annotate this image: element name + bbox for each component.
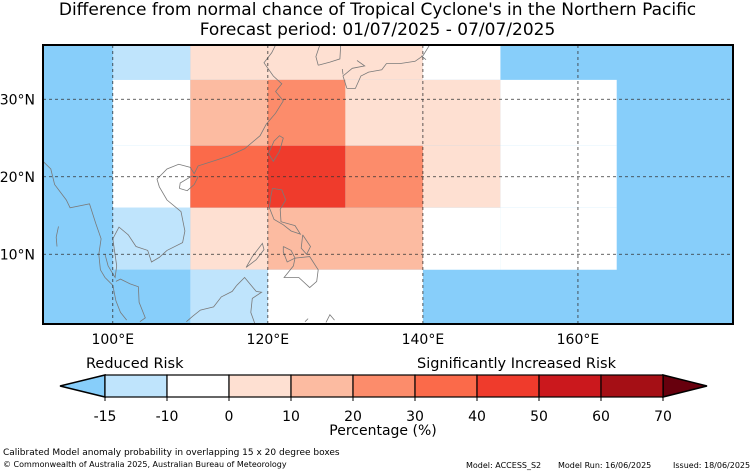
colorbar-over-arrow <box>662 374 708 398</box>
anomaly-cell <box>500 79 617 146</box>
lat-tick-label: 20°N <box>0 170 35 186</box>
colorbar-tick-label: 40 <box>468 409 486 425</box>
copyright: © Commonwealth of Australia 2025, Austra… <box>3 460 287 469</box>
anomaly-cell <box>112 269 191 324</box>
anomaly-cell <box>112 45 191 80</box>
coastline-segment <box>186 285 238 323</box>
colorbar-segment <box>538 374 602 398</box>
coastline-segment <box>300 234 311 256</box>
anomaly-cell <box>190 45 423 80</box>
coastline-segment <box>421 55 427 61</box>
anomaly-cell <box>422 79 501 146</box>
coastline-segment <box>341 68 344 75</box>
lon-tick-label: 160°E <box>557 332 600 348</box>
colorbar-tick-label: 60 <box>592 409 610 425</box>
footnote: Calibrated Model anomaly probability in … <box>3 448 340 458</box>
colorbar-segment <box>104 374 168 398</box>
coastline-segment <box>315 44 321 66</box>
coastline-segment <box>179 175 199 192</box>
lat-tick-label: 30°N <box>0 92 35 108</box>
forecast-period: Forecast period: 01/07/2025 - 07/07/2025 <box>199 20 556 40</box>
coastline-segment <box>346 45 430 89</box>
coastline-segment <box>115 278 146 323</box>
coastline-segment <box>245 242 265 268</box>
map-frame <box>42 44 734 325</box>
colorbar-segment <box>600 374 664 398</box>
coastlines <box>42 44 431 324</box>
coastline-segment <box>325 313 335 323</box>
colorbar-tick-label: -15 <box>94 409 117 425</box>
colorbar-segment <box>228 374 292 398</box>
anomaly-cells <box>43 45 733 324</box>
lon-tick-label: 140°E <box>402 332 445 348</box>
model-run: Model Run: 16/06/2025 <box>558 461 652 470</box>
anomaly-cell <box>422 45 501 80</box>
coastline-segment <box>104 44 284 279</box>
anomaly-cell <box>267 269 423 324</box>
coastline-segment <box>268 135 284 163</box>
coastline-segment <box>268 188 302 235</box>
coastline-segment <box>55 226 59 247</box>
anomaly-cell <box>267 207 423 270</box>
colorbar-tick-label: 20 <box>344 409 362 425</box>
anomaly-cell <box>345 79 423 146</box>
map-title: Difference from normal chance of Tropica… <box>58 0 697 20</box>
lon-tick-label: 100°E <box>91 332 134 348</box>
coastline-segment <box>342 60 366 89</box>
coastline-segment <box>42 161 128 321</box>
colorbar-segment <box>414 374 478 398</box>
lon-tick-label: 120°E <box>247 332 290 348</box>
anomaly-cell <box>112 207 191 270</box>
colorbar-tick-label: 30 <box>406 409 424 425</box>
model-name: Model: ACCESS_S2 <box>466 461 542 470</box>
colorbar-segment <box>476 374 540 398</box>
colorbar-tick-label: 10 <box>282 409 300 425</box>
colorbar-tick-label: 70 <box>654 409 672 425</box>
colorbar-segment <box>290 374 354 398</box>
coastline-segment <box>304 318 309 322</box>
colorbar: -15 -10 0 10 20 30 40 50 60 70 Percentage (%) <box>59 374 708 439</box>
lat-tick-label: 10°N <box>0 247 35 263</box>
anomaly-cell <box>112 79 191 146</box>
colorbar-tick-label: -10 <box>156 409 179 425</box>
issued-date: Issued: 18/06/2025 <box>673 461 751 470</box>
graticule <box>43 45 733 324</box>
coastline-segment <box>236 276 263 324</box>
colorbar-segment <box>166 374 230 398</box>
colorbar-label: Percentage (%) <box>329 423 436 439</box>
coastline-segment <box>282 246 296 263</box>
axis-ticks: 100°E 120°E 140°E 160°E 10°N 20°N 30°N <box>0 92 599 348</box>
anomaly-cell <box>190 207 268 270</box>
anomaly-cell <box>500 207 617 270</box>
increased-risk-label: Significantly Increased Risk <box>417 356 616 372</box>
colorbar-segment <box>352 374 416 398</box>
colorbar-under-arrow <box>59 374 106 398</box>
anomaly-cell <box>422 207 501 270</box>
anomaly-cell <box>267 79 346 146</box>
reduced-risk-label: Reduced Risk <box>86 356 184 372</box>
coastline-segment <box>283 256 319 289</box>
anomaly-cell <box>190 269 268 324</box>
colorbar-tick-label: 50 <box>530 409 548 425</box>
coastline-segment <box>318 44 342 66</box>
colorbar-tick-label: 0 <box>225 409 234 425</box>
